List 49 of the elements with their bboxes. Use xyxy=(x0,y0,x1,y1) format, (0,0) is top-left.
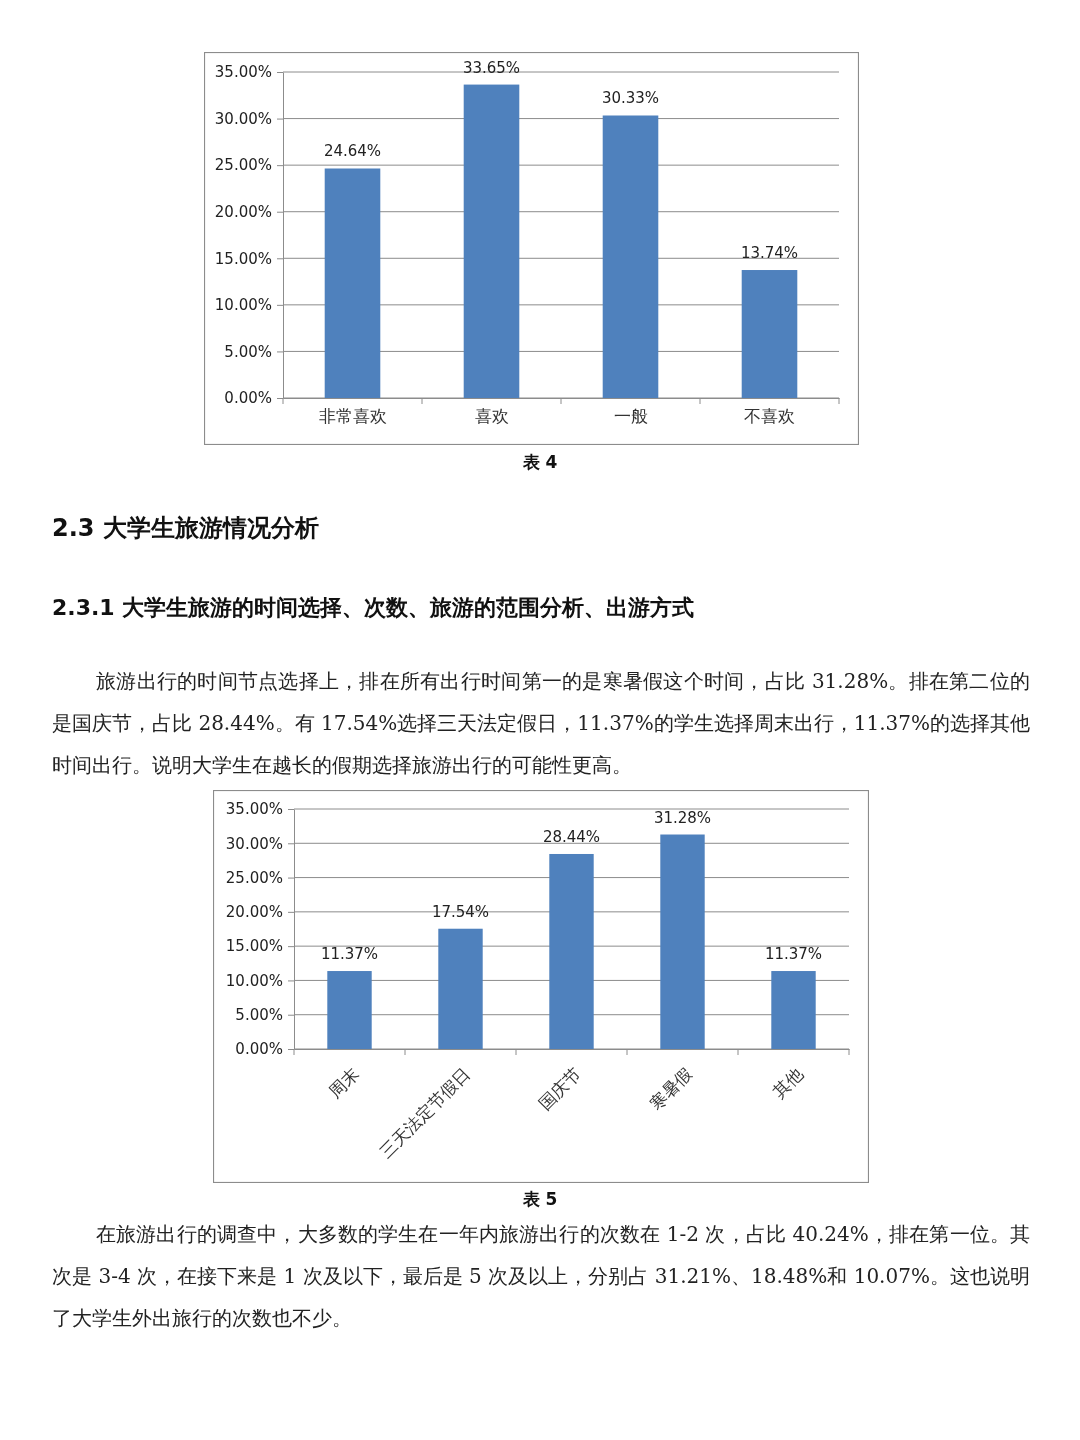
chart-title: 2.3 大学生旅游情况分析 xyxy=(52,513,319,544)
bar xyxy=(324,168,381,398)
text: 表 4 xyxy=(522,451,558,474)
y-tick-label: 25.00% xyxy=(214,156,272,175)
data-label: 17.54% xyxy=(431,902,490,921)
x-tick-label: 国庆节 xyxy=(534,1063,585,1115)
bar xyxy=(549,853,594,1049)
text: 表 5 xyxy=(522,1188,558,1211)
y-tick-label: 0.00% xyxy=(235,1040,283,1059)
x-tick-label: 不喜欢 xyxy=(744,406,795,427)
y-tick-label: 20.00% xyxy=(225,903,283,922)
data-label: 13.74% xyxy=(740,244,799,263)
y-tick-label: 35.00% xyxy=(214,63,272,82)
y-tick-label: 5.00% xyxy=(224,342,272,361)
data-label: 24.64% xyxy=(323,142,382,161)
text: 在旅游出行的调查中，大多数的学生在一年内旅游出行的次数在 1-2 次，占比 40.24%，排在第一位。其次是 3-4 次，在接下来是 1 次及以下，最后是 5 次及以上，分别占 31.21%、18.48%和 10.07%。这也说明了大学生外出旅行的次数也不少。 xyxy=(52,1221,1030,1332)
x-tick-label: 喜欢 xyxy=(474,406,509,427)
x-tick-label: 周末 xyxy=(324,1063,363,1103)
y-tick-label: 15.00% xyxy=(225,937,283,956)
bar xyxy=(771,971,816,1049)
bar xyxy=(741,270,798,398)
text: 旅游出行的时间节点选择上，排在所有出行时间第一的是寒暑假这个时间，占比 31.28%。排在第二位的是国庆节，占比 28.44%。有 17.54%选择三天法定假日，11.37%的学生选择周末出行，11.37%的选择其他时间出行。说明大学生在越长的假期选择旅游出行的可能性更高。 xyxy=(52,668,1030,779)
y-tick-label: 10.00% xyxy=(225,971,283,990)
y-tick-label: 25.00% xyxy=(225,868,283,887)
x-tick-label: 三天法定节假日 xyxy=(375,1063,474,1163)
y-tick-label: 10.00% xyxy=(214,296,272,315)
y-tick-label: 30.00% xyxy=(214,109,272,128)
data-label: 30.33% xyxy=(601,89,660,108)
data-label: 11.37% xyxy=(320,945,379,964)
y-tick-label: 15.00% xyxy=(214,249,272,268)
x-tick-label: 一般 xyxy=(613,406,648,427)
y-tick-label: 30.00% xyxy=(225,834,283,853)
x-tick-label: 其他 xyxy=(768,1063,807,1103)
bar xyxy=(327,971,372,1049)
data-label: 28.44% xyxy=(542,827,601,846)
data-label: 33.65% xyxy=(462,58,521,77)
bar xyxy=(660,834,705,1049)
x-tick-label: 寒暑假 xyxy=(645,1063,696,1115)
data-label: 11.37% xyxy=(764,945,823,964)
chart-subtitle: 2.3.1 大学生旅游的时间选择、次数、旅游的范围分析、出游方式 xyxy=(52,594,695,622)
y-tick-label: 5.00% xyxy=(235,1006,283,1025)
bar xyxy=(463,84,520,398)
data-label: 31.28% xyxy=(653,808,712,827)
x-tick-label: 非常喜欢 xyxy=(318,406,387,427)
y-tick-label: 0.00% xyxy=(224,389,272,408)
y-tick-label: 20.00% xyxy=(214,203,272,222)
bar xyxy=(602,115,659,398)
y-tick-label: 35.00% xyxy=(225,800,283,819)
bar xyxy=(438,928,483,1049)
